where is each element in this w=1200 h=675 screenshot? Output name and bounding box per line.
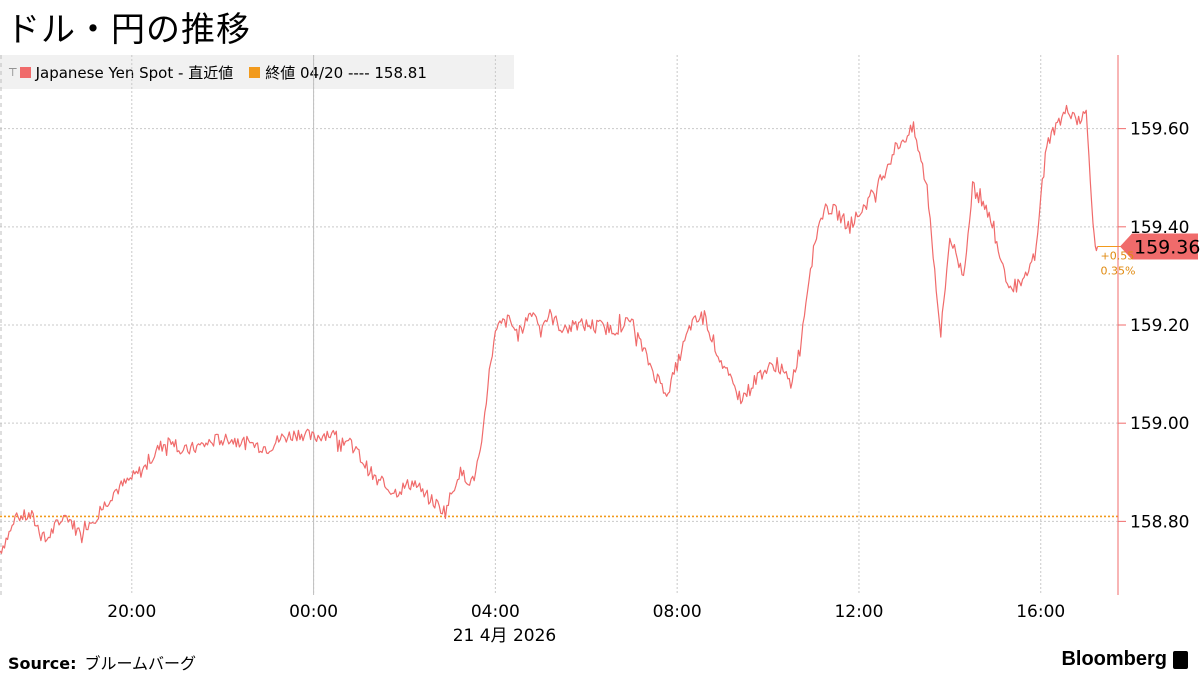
x-tick-label: 16:00	[1016, 602, 1065, 622]
legend-swatch-red	[19, 66, 31, 78]
y-tick-label: 159.40	[1130, 218, 1189, 238]
reference-line-group	[0, 245, 1126, 518]
x-tick-label: 00:00	[289, 602, 338, 622]
y-tick-label: 158.80	[1130, 512, 1189, 532]
legend-item-previous-close[interactable]: 終値 04/20 ---- 158.81	[249, 62, 427, 83]
y-tick-label: 159.20	[1130, 316, 1189, 336]
legend-label-yen-spot: Japanese Yen Spot - 直近値	[35, 63, 234, 82]
source-value: ブルームバーグ	[84, 654, 197, 673]
legend: ⊤ Japanese Yen Spot - 直近値 終値 04/20 ---- …	[0, 55, 514, 89]
grid	[0, 55, 1118, 595]
axes	[1117, 55, 1126, 595]
legend-item-yen-spot[interactable]: Japanese Yen Spot - 直近値	[19, 62, 234, 83]
x-tick-label: 12:00	[834, 602, 883, 622]
last-value-label: 159.36	[1134, 236, 1200, 258]
change-abs-label: +0.55	[1101, 249, 1135, 262]
series-group	[0, 104, 1099, 554]
bloomberg-logo: Bloomberg	[1061, 648, 1188, 671]
change-pct-label: 0.35%	[1101, 264, 1136, 277]
labels: 158.80 159.00 159.20 159.40 159.60 20:00 00:00…	[107, 120, 1200, 646]
x-tick-label: 04:00	[471, 602, 520, 622]
bloomberg-terminal-icon	[1173, 650, 1188, 669]
last-value-tag: 159.36	[1120, 233, 1200, 260]
pin-icon[interactable]: ⊤	[8, 65, 18, 79]
x-tick-label: 08:00	[653, 602, 702, 622]
source-note: Source: ブルームバーグ	[8, 650, 196, 674]
y-tick-label: 159.00	[1130, 414, 1189, 434]
legend-label-previous-close: 終値 04/20 ---- 158.81	[265, 63, 427, 82]
x-axis-date-label: 21 4月 2026	[453, 626, 557, 646]
x-tick-label: 20:00	[107, 602, 156, 622]
source-label: Source:	[8, 654, 77, 673]
yen-spot-line	[0, 104, 1099, 554]
chart-title: ドル・円の推移	[6, 10, 251, 50]
y-tick-label: 159.60	[1130, 120, 1189, 140]
legend-swatch-orange	[249, 66, 261, 78]
brand-name: Bloomberg	[1061, 648, 1167, 670]
last-value-badge	[1120, 233, 1198, 260]
